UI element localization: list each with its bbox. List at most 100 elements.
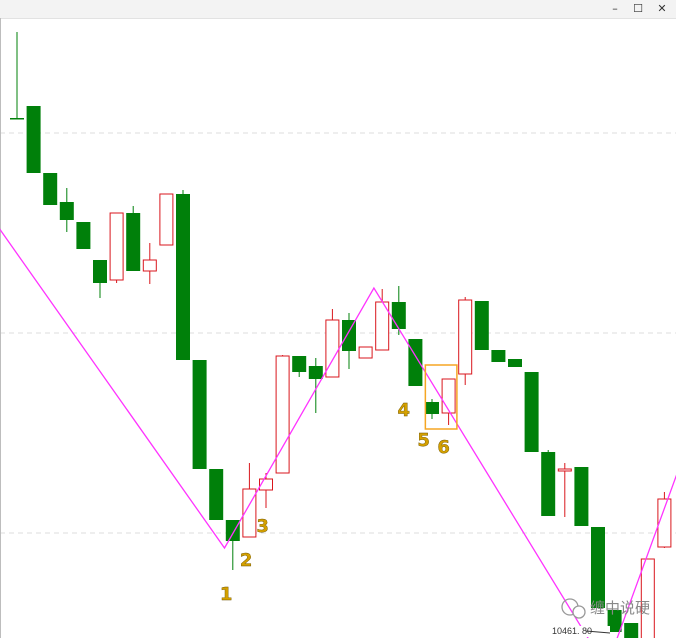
grid-layer — [0, 132, 676, 534]
wechat-icon-bubble — [572, 605, 586, 619]
candle-body — [225, 520, 240, 541]
candle — [59, 188, 74, 232]
candle — [292, 356, 307, 377]
window-titlebar: – ☐ ✕ — [0, 0, 676, 19]
wave-label: 4 — [398, 400, 411, 421]
candle-body — [391, 302, 406, 329]
trendline-layer — [0, 228, 676, 638]
candle-body — [275, 355, 290, 474]
price-tag-line — [585, 630, 611, 634]
price-tag: 10461. 80 — [548, 626, 611, 637]
maximize-icon[interactable]: ☐ — [633, 2, 643, 15]
candle-body — [491, 350, 506, 362]
candle — [358, 346, 373, 359]
candle — [524, 372, 539, 452]
candle — [159, 193, 174, 246]
candle-body — [76, 222, 91, 249]
candle — [259, 473, 273, 508]
candle-body — [242, 488, 257, 538]
label-layer: 123 45 6 — [220, 400, 450, 605]
wave-label: 6 — [437, 437, 450, 458]
watermark: 缠中说硬 — [561, 598, 650, 619]
candle — [624, 623, 639, 638]
candle-body — [342, 320, 356, 351]
candle — [491, 350, 506, 362]
candle-body — [109, 212, 124, 281]
candle — [640, 558, 655, 638]
candle-body — [93, 260, 107, 283]
candle — [176, 190, 190, 360]
candle — [142, 243, 157, 284]
candle — [225, 520, 240, 570]
candle-body — [26, 106, 41, 173]
candle-body — [541, 452, 556, 516]
candle — [76, 222, 91, 249]
candle-layer — [10, 32, 672, 638]
candle-body — [59, 202, 74, 220]
candle-body — [508, 359, 522, 367]
candle-body — [209, 469, 224, 520]
zigzag-trendline — [0, 228, 676, 638]
candle — [375, 289, 390, 351]
candle — [458, 297, 473, 385]
candle-body — [142, 259, 157, 272]
candle — [657, 492, 672, 548]
wave-label: 1 — [220, 584, 233, 605]
candle — [26, 106, 41, 173]
candle-body — [259, 478, 273, 491]
candle — [10, 32, 24, 120]
minimize-icon[interactable]: – — [612, 2, 618, 15]
candle — [591, 527, 605, 608]
candle-body — [657, 498, 672, 548]
candle — [325, 309, 340, 378]
candle-body — [10, 118, 24, 120]
candle-body — [458, 299, 473, 375]
candle — [541, 450, 556, 516]
candle-body — [474, 301, 489, 350]
wave-label: 2 — [240, 550, 253, 571]
close-icon[interactable]: ✕ — [657, 2, 667, 15]
candle — [242, 463, 257, 538]
candle — [425, 399, 439, 419]
candle — [93, 260, 107, 298]
candle-body — [574, 467, 589, 526]
candle — [43, 173, 58, 205]
candle-body — [292, 356, 307, 372]
candle-body — [441, 378, 456, 414]
candle — [408, 339, 423, 386]
candle — [275, 355, 290, 474]
wave-label: 3 — [256, 516, 269, 537]
candle — [508, 359, 522, 367]
candle-body — [358, 346, 373, 359]
highlight-box — [424, 364, 458, 430]
candle-body — [624, 623, 639, 638]
candle-body — [176, 194, 190, 360]
candle — [109, 212, 124, 283]
candle — [474, 301, 489, 350]
candle-body — [408, 339, 423, 386]
candle-body — [425, 402, 439, 414]
chart-left-border — [0, 18, 1, 638]
price-tag-bg — [548, 626, 610, 637]
candle-body — [640, 558, 655, 638]
candle-body — [591, 527, 605, 608]
candle — [308, 358, 323, 413]
candle-body — [192, 360, 207, 469]
candle — [192, 360, 207, 469]
candle-body — [557, 468, 572, 472]
watermark-text: 缠中说硬 — [590, 599, 650, 617]
candle-body — [159, 193, 174, 246]
candle-body — [308, 366, 323, 379]
candle-body — [43, 173, 58, 205]
candle — [342, 313, 356, 369]
candle — [557, 463, 572, 517]
candle-body — [607, 610, 622, 632]
price-label: 10461. 80 — [552, 626, 592, 636]
candle-body — [524, 372, 539, 452]
candle — [126, 206, 141, 271]
wave-label: 5 — [417, 430, 430, 451]
candle — [607, 610, 622, 632]
candle-body — [126, 213, 141, 271]
candle — [209, 469, 224, 520]
